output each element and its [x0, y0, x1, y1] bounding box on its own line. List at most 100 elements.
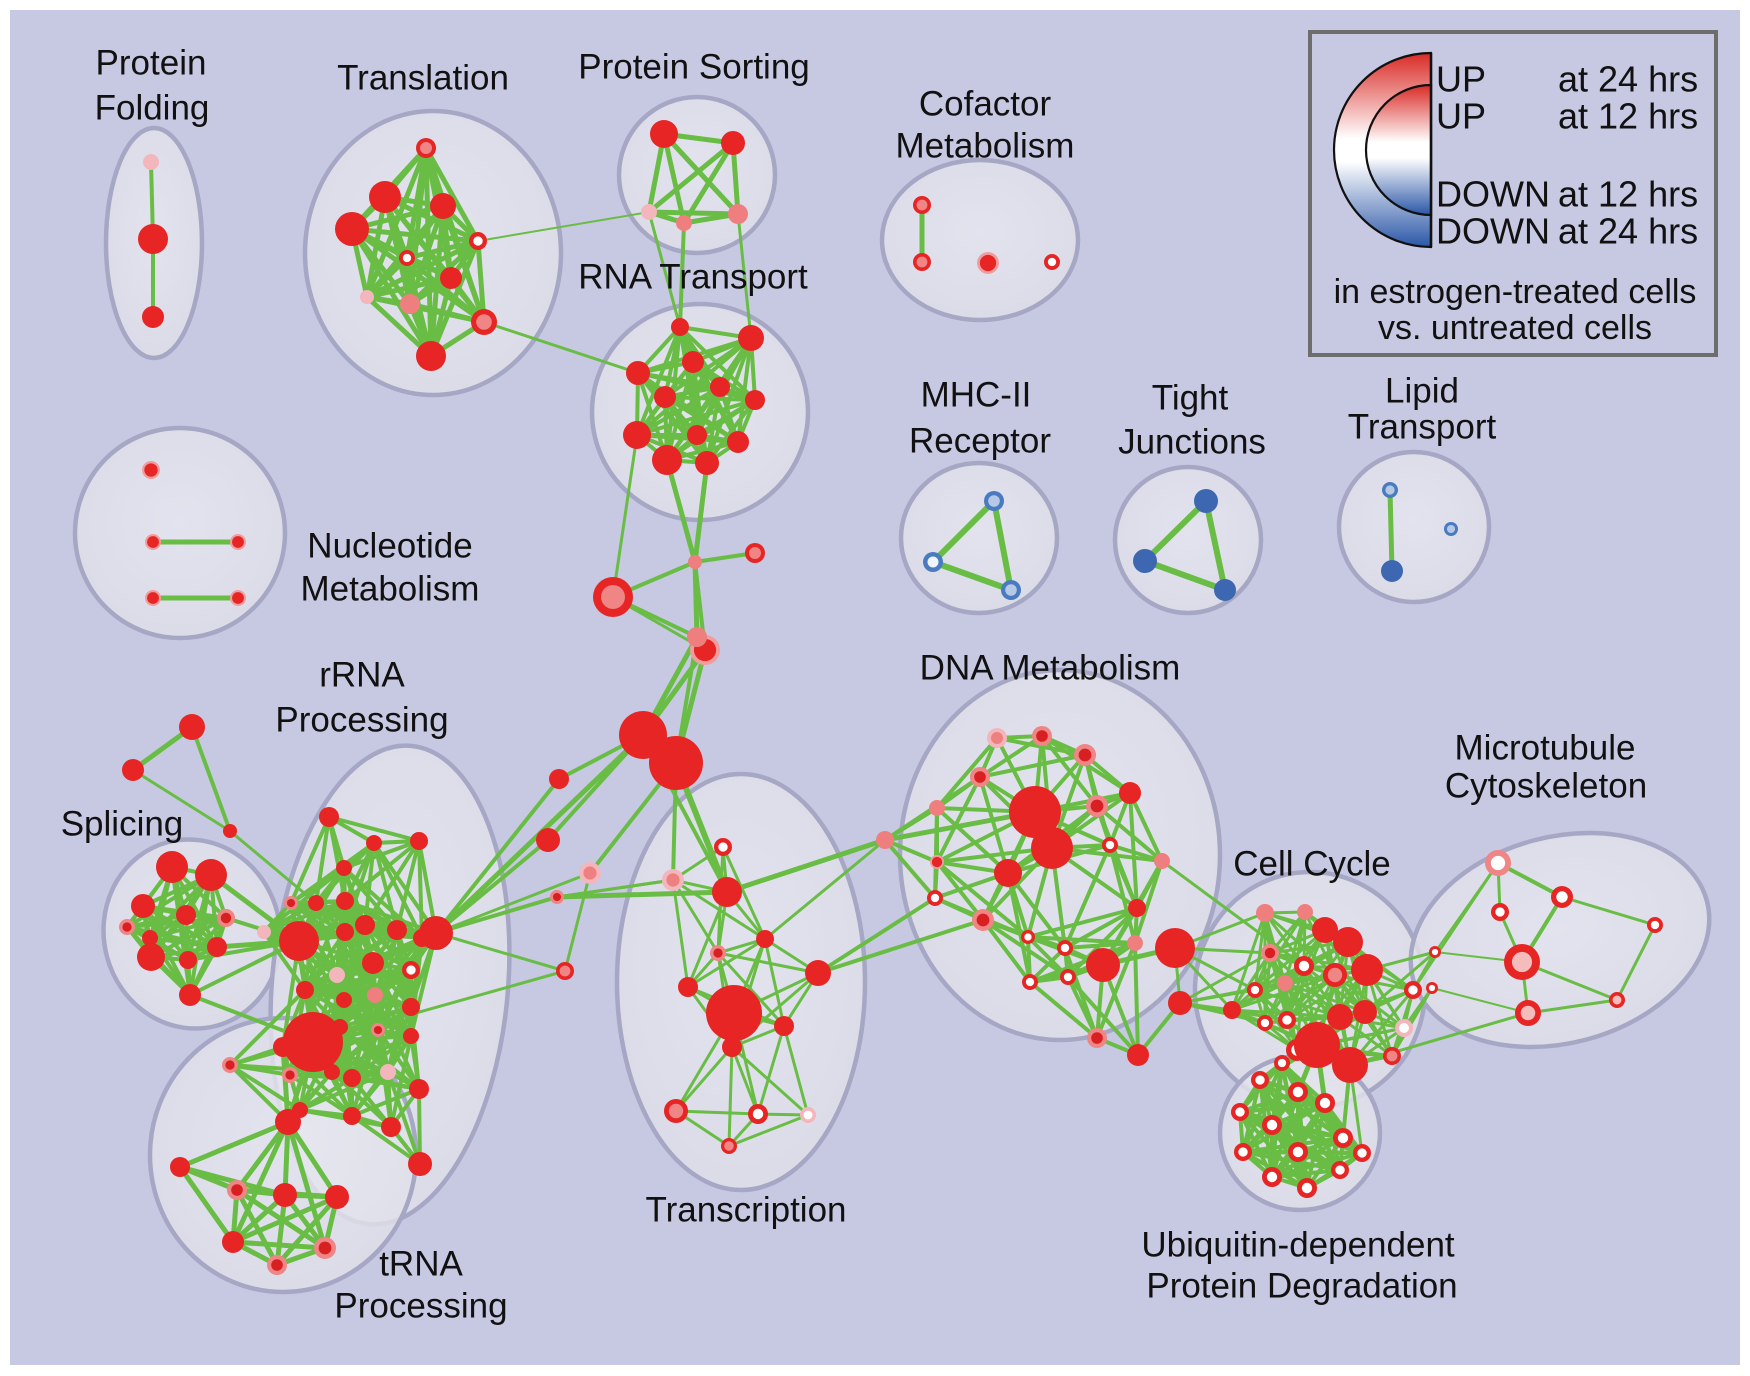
- edge-rrna-processing: [342, 839, 421, 870]
- node-outer: [283, 1012, 343, 1072]
- network-node: [381, 1117, 401, 1137]
- node-inner: [718, 842, 728, 852]
- node-outer: [994, 859, 1022, 887]
- cluster-label: MHC-II: [921, 376, 1032, 415]
- node-outer: [712, 877, 742, 907]
- node-outer: [122, 759, 144, 781]
- edge-trna-processing: [274, 1194, 340, 1268]
- network-node: [756, 930, 774, 948]
- network-node: [1288, 1142, 1308, 1162]
- edge-rrna-processing: [330, 1070, 393, 1129]
- trunk-edge: [883, 806, 939, 842]
- cluster-label: Nucleotide: [307, 527, 472, 566]
- edge-dna-metabolism: [1133, 859, 1164, 945]
- network-node: [593, 577, 633, 617]
- network-node: [1032, 726, 1052, 746]
- edge-rrna-processing: [417, 1087, 422, 1166]
- node-outer: [1086, 948, 1120, 982]
- node-outer: [1154, 853, 1170, 869]
- node-outer: [1353, 1000, 1377, 1024]
- cluster-label: Tight: [1152, 379, 1229, 418]
- trunk-edge: [1390, 986, 1434, 1058]
- network-node: [728, 204, 748, 224]
- edge-translation: [364, 255, 410, 300]
- network-node: [122, 759, 144, 781]
- network-node: [1022, 974, 1038, 990]
- legend-time-label: at 12 hrs: [1558, 174, 1698, 215]
- node-outer: [143, 154, 159, 170]
- edge-translation: [423, 145, 481, 244]
- node-inner: [1264, 947, 1276, 959]
- node-inner: [1428, 984, 1436, 992]
- network-node: [549, 769, 569, 789]
- network-node: [119, 919, 135, 935]
- edge-mhc-ii-receptor: [991, 498, 1014, 593]
- network-node: [1294, 956, 1314, 976]
- cluster-label: Receptor: [909, 422, 1051, 461]
- trunk-edge: [1348, 1011, 1530, 1067]
- node-inner: [1490, 855, 1506, 871]
- node-outer: [623, 421, 651, 449]
- network-node: [1009, 786, 1061, 838]
- node-inner: [1235, 1107, 1245, 1117]
- edge-ubiquitin-degradation: [1241, 1101, 1327, 1154]
- network-node: [409, 1079, 429, 1099]
- node-outer: [676, 215, 692, 231]
- cluster-label: Cell Cycle: [1233, 845, 1391, 884]
- cluster-label: Translation: [337, 59, 509, 98]
- edge-rrna-processing: [330, 1034, 413, 1074]
- edge-rna-transport: [635, 325, 682, 437]
- edge-trna-processing: [177, 1119, 291, 1170]
- network-node: [664, 1099, 688, 1123]
- network-node: [142, 930, 158, 946]
- network-node: [1223, 1001, 1241, 1019]
- node-inner: [1047, 257, 1057, 267]
- edge-rrna-processing: [303, 899, 347, 992]
- node-outer: [671, 318, 689, 336]
- node-outer: [1381, 560, 1403, 582]
- edge-rrna-processing: [372, 841, 438, 935]
- edge-cell-cycle: [1230, 951, 1272, 1012]
- edge-rna-transport: [736, 336, 753, 444]
- network-node: [366, 835, 382, 851]
- edge-microtubule-cytoskeleton: [1526, 998, 1619, 1015]
- edge-trna-processing: [230, 1239, 328, 1251]
- edge-rrna-processing: [372, 841, 424, 940]
- network-node: [1256, 904, 1274, 922]
- network-node: [471, 309, 497, 335]
- network-node: [1031, 827, 1073, 869]
- network-node: [687, 627, 707, 647]
- network-node: [273, 1037, 293, 1057]
- network-node: [654, 386, 676, 408]
- edge-protein-sorting: [646, 209, 741, 217]
- node-outer: [1009, 786, 1061, 838]
- node-inner: [991, 732, 1003, 744]
- network-node: [387, 920, 407, 940]
- node-outer: [1223, 1001, 1241, 1019]
- node-outer: [430, 193, 456, 219]
- cluster-label: Lipid: [1385, 372, 1459, 411]
- cluster-label: tRNA: [379, 1245, 463, 1284]
- node-outer: [929, 800, 945, 816]
- edge-transcription: [716, 951, 820, 975]
- node-outer: [654, 386, 676, 408]
- network-node: [469, 232, 487, 250]
- edge-ubiquitin-degradation: [1280, 1061, 1342, 1172]
- node-inner: [144, 463, 158, 477]
- network-node: [913, 196, 931, 214]
- edge-transcription: [730, 1045, 810, 1117]
- node-inner: [1063, 972, 1073, 982]
- edge-trna-processing: [234, 1187, 280, 1268]
- node-outer: [176, 905, 196, 925]
- node-inner: [231, 1184, 243, 1196]
- node-inner: [1260, 1018, 1270, 1028]
- edge-transcription: [727, 1113, 810, 1148]
- node-inner: [552, 892, 562, 902]
- network-node: [676, 215, 692, 231]
- network-node: [913, 253, 931, 271]
- node-outer: [387, 920, 407, 940]
- network-node: [1429, 946, 1441, 958]
- legend-circle-inner-left: [1364, 83, 1433, 217]
- edge-splicing: [148, 936, 219, 949]
- node-outer: [1327, 1004, 1353, 1030]
